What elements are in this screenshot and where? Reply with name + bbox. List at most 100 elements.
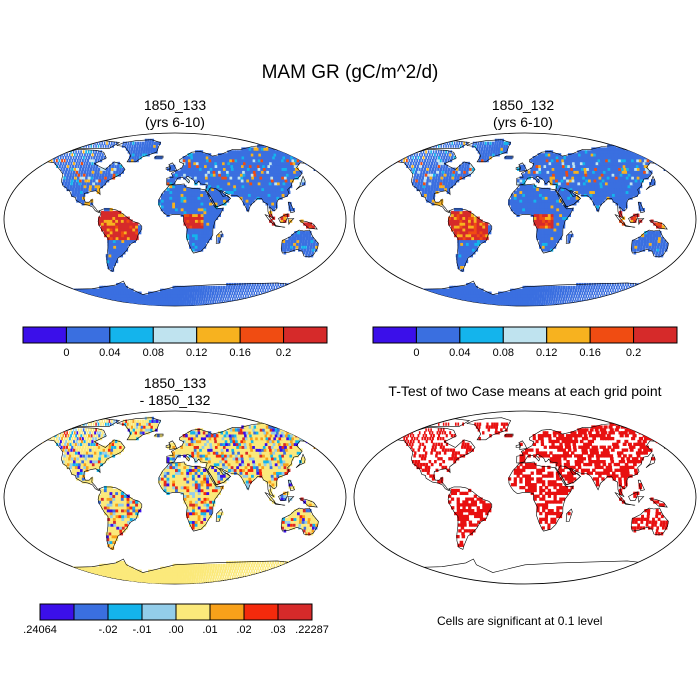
coastline [630, 229, 669, 258]
colorbar-swatch [196, 326, 241, 344]
coastline [628, 491, 639, 501]
coastline [29, 426, 126, 492]
colorbar-bottom [39, 603, 313, 621]
colorbar-swatch [502, 326, 548, 344]
coastline [623, 502, 636, 506]
colorbar-tick-label: 0 [413, 347, 420, 359]
colorbar-top-right-labels: 0 0.04 0.08 0.12 0.16 0.2 [373, 347, 677, 361]
panel-title-2: 1850_132 (yrs 6-10) [491, 97, 555, 130]
coastline [165, 444, 171, 448]
coastline [637, 201, 645, 214]
coastline [515, 444, 521, 448]
coastline [379, 148, 476, 214]
coastline [158, 183, 224, 254]
colorbar-tick-label: 0.04 [99, 347, 121, 359]
colorbar-tick-label: 0.12 [535, 347, 558, 359]
colorbar-tick-label: .02 [236, 624, 252, 636]
coastline [508, 183, 574, 254]
coastline [295, 175, 306, 190]
coastline [503, 155, 514, 159]
colorbar-swatch [73, 603, 109, 621]
colorbar-tick-label: 0.2 [275, 347, 292, 359]
coastline [516, 423, 681, 498]
colorbar-tick-label: .03 [270, 624, 286, 636]
significance-note: Cells are significant at 0.1 level [437, 614, 603, 628]
coastline [515, 166, 521, 170]
colorbar-swatch [459, 326, 504, 344]
colorbar-tick-label: 0.16 [579, 347, 601, 359]
coastline [447, 486, 493, 550]
coastline [503, 433, 514, 437]
colorbar-swatch [175, 603, 211, 621]
coastline [29, 148, 126, 214]
map-panel-3 [3, 410, 347, 585]
map-panel-1 [3, 132, 347, 307]
coastline [466, 417, 512, 441]
colorbar-swatch [589, 326, 635, 344]
colorbar-tick-label: .01 [202, 624, 218, 636]
coastline [165, 166, 171, 170]
colorbar-tick-label: -.02 [98, 624, 118, 636]
colorbar-swatch [39, 603, 75, 621]
colorbar-tick-label: .00 [168, 624, 184, 636]
coastline [637, 496, 645, 504]
colorbar-tick-label: 0.08 [492, 347, 514, 359]
coastline [166, 423, 331, 498]
colorbar-tick-label: 0.04 [449, 347, 471, 359]
colorbar-swatch [546, 326, 591, 344]
figure-title: MAM GR (gC/m^2/d) [261, 62, 439, 83]
coastline [280, 507, 319, 536]
coastline [215, 230, 223, 244]
coastline [628, 213, 639, 223]
coastline [278, 491, 289, 501]
colorbar-swatch [277, 603, 313, 621]
coastline [168, 162, 178, 172]
coastline [516, 145, 681, 220]
coastline [565, 230, 573, 244]
colorbar-tick-label: 0.16 [229, 347, 251, 359]
coastline [116, 139, 162, 163]
colorbar-top-left-labels: 0 0.04 0.08 0.12 0.16 0.2 [23, 347, 327, 361]
coastline [287, 201, 295, 214]
colorbar-top-right [372, 326, 678, 344]
colorbar-swatch [415, 326, 461, 344]
colorbar-tick-label: .22287 [295, 624, 329, 636]
colorbar-tick-label: 0.12 [185, 347, 208, 359]
coastline [645, 453, 656, 468]
colorbar-swatch [109, 326, 154, 344]
colorbar-tick-label: 0 [63, 347, 70, 359]
coastline [637, 218, 645, 226]
coastline [97, 208, 143, 272]
coastline [287, 218, 295, 226]
map-panel-2 [353, 132, 697, 307]
colorbar-tick-label: 0.08 [142, 347, 164, 359]
coastline [518, 162, 528, 172]
coastline [168, 440, 178, 450]
coastline [153, 433, 164, 437]
coastline [637, 479, 645, 492]
colorbar-swatch [239, 326, 285, 344]
colorbar-swatch [283, 326, 328, 344]
coastline [649, 498, 668, 508]
colorbar-swatch [243, 603, 279, 621]
coastline [466, 139, 512, 163]
coastline [614, 214, 626, 226]
colorbar-swatch [633, 326, 678, 344]
coastline [299, 220, 318, 230]
colorbar-swatch [65, 326, 111, 344]
panel-title-4: T-Test of two Case means at each grid po… [388, 383, 662, 399]
coastline [518, 440, 528, 450]
colorbar-bottom-labels: .24064 -.02 -.01 .00 .01 .02 .03 .22287 [23, 624, 329, 638]
coastline [207, 187, 231, 208]
coastline [264, 492, 276, 504]
colorbar-swatch [141, 603, 177, 621]
colorbar-swatch [107, 603, 143, 621]
colorbar-swatch [22, 326, 67, 344]
colorbar-swatch [372, 326, 417, 344]
colorbar-top-left [22, 326, 328, 344]
coastline [623, 224, 636, 228]
colorbar-tick-label: 0.2 [625, 347, 642, 359]
coastline [215, 508, 223, 522]
coastline [264, 214, 276, 226]
coastline [614, 492, 626, 504]
